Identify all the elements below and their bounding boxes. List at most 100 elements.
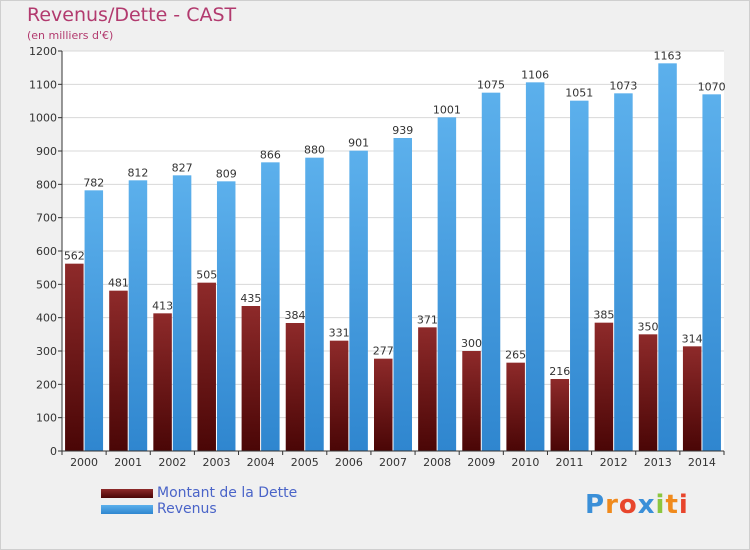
debt-bar bbox=[550, 379, 570, 451]
debt-bar bbox=[65, 263, 84, 451]
x-tick-label: 2001 bbox=[114, 456, 142, 469]
debt-value-label: 481 bbox=[108, 277, 129, 290]
y-tick-label: 800 bbox=[36, 178, 57, 191]
debt-bar bbox=[241, 306, 261, 451]
x-tick-label: 2005 bbox=[291, 456, 319, 469]
revenus-value-label: 1106 bbox=[521, 68, 549, 81]
revenus-bar bbox=[481, 92, 501, 452]
chart-subtitle: (en milliers d'€) bbox=[27, 29, 114, 42]
y-tick-label: 900 bbox=[36, 145, 57, 158]
revenus-value-label: 901 bbox=[348, 137, 369, 150]
debt-value-label: 435 bbox=[240, 292, 261, 305]
debt-bar bbox=[506, 362, 525, 451]
x-tick-label: 2002 bbox=[158, 456, 186, 469]
revenus-bar bbox=[702, 94, 721, 451]
debt-bar bbox=[153, 313, 172, 451]
y-tick-label: 100 bbox=[36, 412, 57, 425]
legend-label-revenus: Revenus bbox=[157, 501, 217, 517]
x-tick-label: 2004 bbox=[247, 456, 275, 469]
x-tick-label: 2008 bbox=[423, 456, 451, 469]
logo-letter: x bbox=[637, 490, 656, 520]
revenus-value-label: 866 bbox=[260, 148, 281, 161]
x-tick-label: 2006 bbox=[335, 456, 363, 469]
debt-value-label: 350 bbox=[638, 320, 659, 333]
y-tick-label: 1200 bbox=[29, 45, 57, 58]
revenus-value-label: 809 bbox=[216, 167, 237, 180]
debt-value-label: 371 bbox=[417, 313, 438, 326]
y-tick-label: 0 bbox=[50, 445, 57, 458]
logo-letter: P bbox=[585, 490, 606, 520]
legend-swatch-revenus bbox=[101, 505, 153, 514]
revenus-value-label: 1073 bbox=[609, 79, 637, 92]
debt-value-label: 277 bbox=[373, 345, 394, 358]
revenus-value-label: 1051 bbox=[565, 87, 593, 100]
debt-value-label: 314 bbox=[682, 332, 703, 345]
revenus-bar bbox=[305, 157, 324, 451]
logo-letter: t bbox=[665, 490, 679, 520]
debt-value-label: 562 bbox=[64, 250, 85, 263]
debt-value-label: 331 bbox=[329, 327, 350, 340]
y-tick-label: 700 bbox=[36, 212, 57, 225]
revenus-bar bbox=[570, 100, 589, 452]
revenus-value-label: 1070 bbox=[698, 80, 726, 93]
revenus-bar bbox=[261, 162, 280, 452]
debt-value-label: 505 bbox=[196, 269, 217, 282]
revenus-value-label: 1001 bbox=[433, 103, 461, 116]
x-tick-label: 2000 bbox=[70, 456, 98, 469]
debt-bar bbox=[462, 351, 481, 451]
revenus-bar bbox=[216, 181, 236, 452]
revenus-value-label: 1075 bbox=[477, 79, 505, 92]
revenus-bar bbox=[614, 93, 633, 451]
debt-value-label: 216 bbox=[549, 365, 570, 378]
y-tick-label: 200 bbox=[36, 378, 57, 391]
logo-letter: o bbox=[618, 490, 638, 520]
revenus-value-label: 782 bbox=[83, 176, 104, 189]
debt-value-label: 300 bbox=[461, 337, 482, 350]
y-tick-label: 500 bbox=[36, 278, 57, 291]
y-tick-label: 1100 bbox=[29, 78, 57, 91]
debt-bar bbox=[109, 290, 128, 451]
debt-bar bbox=[329, 340, 349, 451]
x-tick-label: 2009 bbox=[467, 456, 495, 469]
x-tick-label: 2007 bbox=[379, 456, 407, 469]
x-tick-label: 2012 bbox=[600, 456, 628, 469]
revenus-value-label: 939 bbox=[392, 124, 413, 137]
revenus-value-label: 1163 bbox=[654, 49, 682, 62]
debt-bar bbox=[638, 334, 658, 451]
debt-bar bbox=[374, 358, 393, 451]
debt-value-label: 385 bbox=[593, 309, 614, 322]
debt-value-label: 265 bbox=[505, 349, 526, 362]
chart-title: Revenus/Dette - CAST bbox=[27, 4, 237, 26]
revenus-value-label: 812 bbox=[127, 166, 148, 179]
debt-bar bbox=[285, 323, 305, 451]
legend-label-debt: Montant de la Dette bbox=[157, 485, 298, 501]
revenus-value-label: 827 bbox=[172, 161, 193, 174]
logo-letter: i bbox=[655, 490, 666, 520]
revenus-bar bbox=[128, 180, 148, 452]
debt-bar bbox=[594, 322, 614, 451]
y-tick-label: 1000 bbox=[29, 112, 57, 125]
revenus-bar bbox=[84, 190, 104, 452]
revenus-bar bbox=[437, 117, 457, 451]
debt-value-label: 384 bbox=[284, 309, 305, 322]
logo-letter: i bbox=[678, 490, 689, 520]
revenus-value-label: 880 bbox=[304, 144, 325, 157]
revenus-bar bbox=[172, 175, 192, 452]
proxiti-logo: Proxiti bbox=[585, 490, 689, 520]
revenus-bar bbox=[393, 138, 412, 451]
x-tick-label: 2010 bbox=[511, 456, 539, 469]
logo-letter: r bbox=[605, 490, 619, 520]
legend-swatch-debt bbox=[101, 489, 153, 498]
x-tick-label: 2013 bbox=[644, 456, 672, 469]
x-tick-label: 2014 bbox=[688, 456, 716, 469]
debt-bar bbox=[418, 327, 437, 451]
y-tick-label: 600 bbox=[36, 245, 57, 258]
x-tick-label: 2003 bbox=[202, 456, 230, 469]
revenus-bar bbox=[349, 150, 368, 451]
debt-bar bbox=[197, 282, 216, 451]
revenus-bar bbox=[658, 63, 677, 451]
y-tick-label: 400 bbox=[36, 312, 57, 325]
revenus-bar bbox=[525, 82, 545, 451]
